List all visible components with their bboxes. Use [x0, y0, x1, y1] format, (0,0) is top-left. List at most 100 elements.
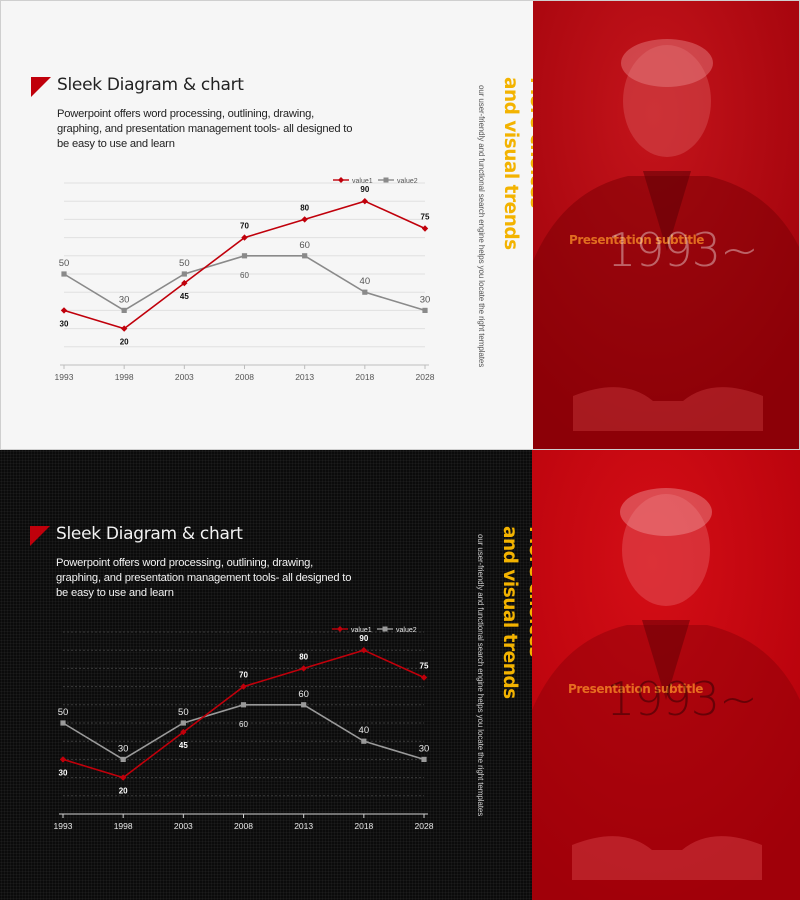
- data-point-value2: [181, 271, 187, 277]
- x-tick-label: 1998: [115, 372, 134, 382]
- x-tick-label: 2028: [416, 372, 435, 382]
- legend-label-value2: value2: [397, 178, 418, 185]
- data-point-value1: [361, 198, 369, 205]
- data-label-value2: 30: [118, 743, 129, 754]
- data-point-value1: [420, 674, 428, 681]
- x-tick-label: 2003: [175, 372, 194, 382]
- slide-dark: Sleek Diagram & chart Powerpoint offers …: [0, 450, 800, 900]
- slide-description: Powerpoint offers word processing, outli…: [57, 108, 353, 150]
- data-label-value1: 30: [60, 319, 69, 328]
- legend-marker-value1: [337, 626, 343, 632]
- presentation-subtitle: Presentation subtitle: [568, 682, 704, 696]
- x-tick-label: 2028: [415, 821, 434, 831]
- portrait-photo: [532, 450, 800, 900]
- presentation-subtitle: Presentation subtitle: [569, 233, 705, 247]
- series-line-value1: [62, 649, 425, 779]
- data-point-value2: [241, 253, 248, 259]
- slide-light: Sleek Diagram & chart Powerpoint offers …: [0, 0, 800, 450]
- data-label-value1: 90: [360, 185, 369, 194]
- data-label-value2: 50: [59, 258, 70, 269]
- data-point-value2: [301, 702, 307, 708]
- data-label-value1: 30: [59, 768, 68, 777]
- data-label-value2: 50: [179, 258, 190, 269]
- year-watermark: 1993~: [607, 223, 759, 277]
- data-point-value1: [421, 225, 429, 232]
- data-point-value2: [361, 738, 367, 744]
- headline-line-2: and visual trends: [500, 77, 521, 250]
- title-accent-triangle: [31, 77, 51, 97]
- data-label-value2: 50: [58, 707, 69, 718]
- data-label-value1: 80: [300, 203, 309, 212]
- data-point-value1: [59, 756, 67, 763]
- x-tick-label: 1993: [55, 372, 74, 382]
- x-tick-label: 2008: [235, 372, 254, 382]
- data-point-value2: [61, 271, 67, 277]
- legend-label-value1: value1: [352, 178, 373, 185]
- data-point-value1: [301, 216, 308, 223]
- tagline-vertical: our user-friendly and functional search …: [476, 534, 485, 817]
- data-label-value2: 30: [420, 294, 431, 305]
- line-chart: 1993 1998 2003 2008 2013 2018 2028 value1 value2…: [54, 626, 434, 831]
- portrait-photo: [533, 1, 799, 449]
- data-label-value2: 60: [239, 720, 248, 729]
- data-point-value1: [181, 279, 188, 287]
- data-point-value2: [421, 756, 427, 762]
- data-label-value1: 70: [240, 222, 249, 231]
- data-label-value1: 45: [179, 741, 188, 750]
- x-tick-label: 1998: [114, 821, 133, 831]
- data-label-value1: 20: [119, 787, 128, 796]
- data-label-value2: 60: [240, 271, 249, 280]
- data-point-value2: [362, 289, 368, 295]
- title-accent-triangle: [30, 526, 50, 546]
- data-label-value1: 90: [359, 634, 368, 643]
- slide-description: Powerpoint offers word processing, outli…: [56, 557, 352, 599]
- data-point-value1: [360, 647, 368, 654]
- x-tick-label: 2003: [174, 821, 193, 831]
- line-chart: 1993 1998 2003 2008 2013 2018 2028 value1 value2…: [55, 177, 435, 382]
- legend-marker-value2: [383, 177, 389, 183]
- data-label-value1: 75: [421, 213, 430, 222]
- x-tick-label: 2013: [295, 372, 314, 382]
- data-point-value2: [240, 702, 247, 708]
- x-tick-label: 1993: [54, 821, 73, 831]
- headline-line-2: and visual trends: [499, 526, 520, 699]
- legend-marker-value2: [382, 626, 388, 632]
- slide-title: Sleek Diagram & chart: [56, 524, 243, 544]
- portrait-photo-panel: [533, 1, 799, 449]
- x-tick-label: 2018: [354, 821, 373, 831]
- data-label-value2: 40: [360, 276, 371, 287]
- dotted-background: [0, 450, 532, 900]
- data-label-value2: 30: [419, 743, 430, 754]
- data-point-value2: [302, 253, 308, 259]
- legend-label-value1: value1: [351, 627, 372, 634]
- data-point-value2: [180, 720, 186, 726]
- data-label-value1: 45: [180, 292, 189, 301]
- x-tick-label: 2018: [355, 372, 374, 382]
- x-tick-label: 2013: [294, 821, 313, 831]
- year-watermark: 1993~: [606, 672, 758, 726]
- data-point-value1: [300, 665, 307, 672]
- data-label-value2: 30: [119, 294, 130, 305]
- data-label-value1: 80: [299, 652, 308, 661]
- data-label-value1: 20: [120, 338, 129, 347]
- data-point-value1: [120, 325, 128, 332]
- data-label-value2: 50: [178, 707, 189, 718]
- legend-marker-value1: [338, 177, 344, 183]
- data-label-value2: 60: [299, 240, 310, 251]
- slide-title: Sleek Diagram & chart: [57, 75, 244, 95]
- data-point-value1: [60, 307, 68, 314]
- series-line-value1: [63, 200, 426, 330]
- portrait-photo-panel: [532, 450, 800, 900]
- data-point-value1: [241, 234, 248, 241]
- data-point-value2: [422, 307, 428, 313]
- tagline-vertical: our user-friendly and functional search …: [477, 85, 486, 368]
- x-tick-label: 2008: [234, 821, 253, 831]
- data-label-value1: 75: [420, 662, 429, 671]
- data-point-value2: [120, 756, 126, 762]
- data-point-value2: [121, 307, 127, 313]
- legend-label-value2: value2: [396, 627, 417, 634]
- data-label-value2: 60: [298, 689, 309, 700]
- data-label-value1: 70: [239, 671, 248, 680]
- data-point-value2: [60, 720, 66, 726]
- data-label-value2: 40: [359, 725, 370, 736]
